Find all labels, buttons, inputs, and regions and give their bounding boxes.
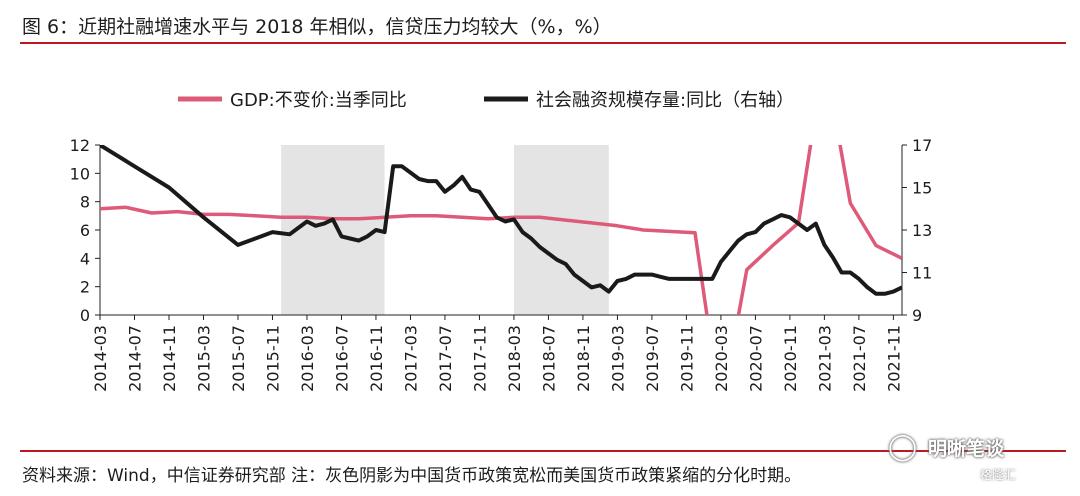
series-lines: [100, 145, 902, 315]
chart-axes: 0 2 4 6 8 10 12 9 11 13 15 17 2014-03 2014-07 2014-11 2…: [70, 136, 933, 392]
x-tick-label: 2020-03: [712, 325, 731, 392]
x-tick-label: 2018-03: [505, 325, 524, 392]
y-left-tick-label: 8: [80, 193, 90, 212]
y-right-tick-label: 13: [912, 221, 932, 240]
x-tick-label: 2016-11: [367, 325, 386, 392]
title-divider: [20, 42, 1066, 44]
x-tick-label: 2017-03: [401, 325, 420, 392]
y-left-tick-label: 12: [70, 136, 90, 155]
x-tick-label: 2019-07: [643, 325, 662, 392]
x-tick-label: 2021-07: [850, 325, 869, 392]
source-note: 资料来源：Wind，中信证券研究部 注：灰色阴影为中国货币政策宽松而美国货币政策…: [22, 466, 802, 486]
x-tick-label: 2015-11: [263, 325, 282, 392]
x-tick-label: 2018-11: [574, 325, 593, 392]
series-line-1: [100, 145, 902, 296]
x-tick-label: 2016-03: [298, 325, 317, 392]
x-tick-label: 2017-07: [436, 325, 455, 392]
x-tick-label: 2014-07: [125, 325, 144, 392]
chart-legend: GDP:不变价:当季同比 社会融资规模存量:同比（右轴）: [178, 90, 794, 111]
x-tick-label: 2016-07: [332, 325, 351, 392]
y-right-tick-label: 9: [912, 306, 922, 325]
y-right-tick-label: 11: [912, 264, 932, 283]
y-left-tick-label: 6: [80, 221, 90, 240]
y-left-tick-label: 4: [80, 249, 90, 268]
x-tick-label: 2019-11: [677, 325, 696, 392]
shaded-periods: [281, 145, 609, 315]
footer-divider: [20, 450, 1066, 452]
y-right-tick-label: 15: [912, 179, 932, 198]
watermark-sub: 格隆汇: [980, 468, 1017, 482]
x-tick-label: 2021-03: [815, 325, 834, 392]
x-tick-label: 2020-11: [781, 325, 800, 392]
x-tick-label: 2017-11: [470, 325, 489, 392]
watermark: ◯ 明晰笔谈 格隆汇: [870, 432, 1060, 488]
x-tick-label: 2014-03: [91, 325, 110, 392]
x-tick-label: 2020-07: [746, 325, 765, 392]
wechat-icon: ◯: [888, 432, 918, 462]
y-left-tick-label: 0: [80, 306, 90, 325]
x-tick-label: 2015-03: [194, 325, 213, 392]
y-left-tick-label: 2: [80, 278, 90, 297]
x-tick-label: 2019-03: [608, 325, 627, 392]
x-tick-label: 2014-11: [160, 325, 179, 392]
legend-label-tsf: 社会融资规模存量:同比（右轴）: [536, 90, 794, 111]
shaded-period-1: [513, 145, 609, 315]
chart-title: 图 6：近期社融增速水平与 2018 年相似，信贷压力均较大（%，%）: [22, 16, 612, 38]
x-tick-label: 2018-07: [539, 325, 558, 392]
legend-label-gdp: GDP:不变价:当季同比: [230, 90, 407, 111]
watermark-text: 明晰笔谈: [928, 438, 1005, 460]
line-chart: 0 2 4 6 8 10 12 9 11 13 15 17 2014-03 2014-07 2014-11 2…: [70, 90, 933, 392]
x-tick-label: 2021-11: [884, 325, 903, 392]
y-left-tick-label: 10: [70, 164, 90, 183]
x-tick-label: 2015-07: [229, 325, 248, 392]
y-right-tick-label: 17: [912, 136, 932, 155]
